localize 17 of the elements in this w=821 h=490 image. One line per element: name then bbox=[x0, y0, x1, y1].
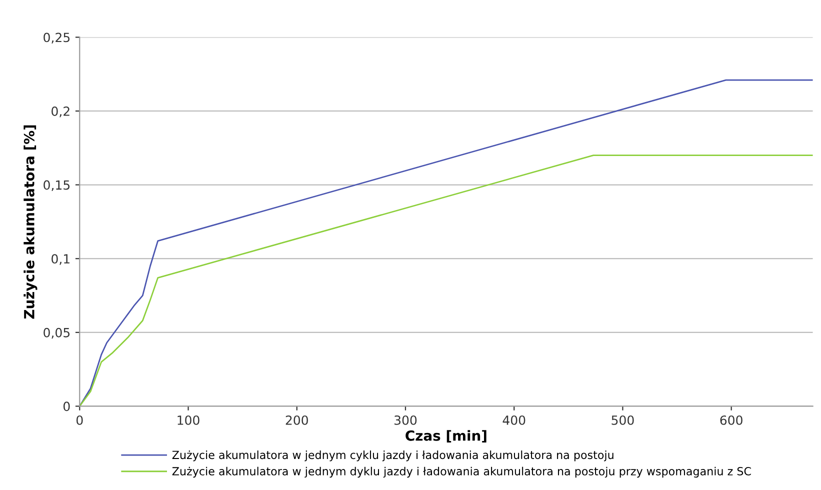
y-tick-label: 0,2 bbox=[52, 106, 70, 118]
x-tick-label: 300 bbox=[394, 415, 417, 425]
y-tick-label: 0,1 bbox=[52, 254, 70, 265]
y-tick-label: 0,25 bbox=[44, 32, 70, 44]
x-tick-label: 600 bbox=[720, 415, 742, 425]
x-tick-label: 0 bbox=[76, 415, 83, 425]
legend-label: Zużycie akumulatora w jednym dyklu jazdy i ładowania akumulatora na postoju przy wspomaganiu z SC bbox=[172, 466, 751, 478]
x-tick-label: 100 bbox=[178, 415, 200, 425]
x-tick-label: 400 bbox=[502, 415, 526, 425]
y-axis-title: Zużycie akumulatora [%] bbox=[24, 125, 38, 319]
x-tick-label: 500 bbox=[612, 415, 634, 425]
legend-label: Zużycie akumulatora w jednym cyklu jazdy i ładowania akumulatora na postoju bbox=[172, 450, 614, 462]
x-tick-label: 200 bbox=[286, 415, 308, 425]
y-tick-label: 0 bbox=[63, 402, 70, 412]
y-tick-label: 0,15 bbox=[44, 180, 70, 192]
x-axis-title: Czas [min] bbox=[406, 430, 486, 442]
y-tick-label: 0,05 bbox=[44, 328, 70, 339]
